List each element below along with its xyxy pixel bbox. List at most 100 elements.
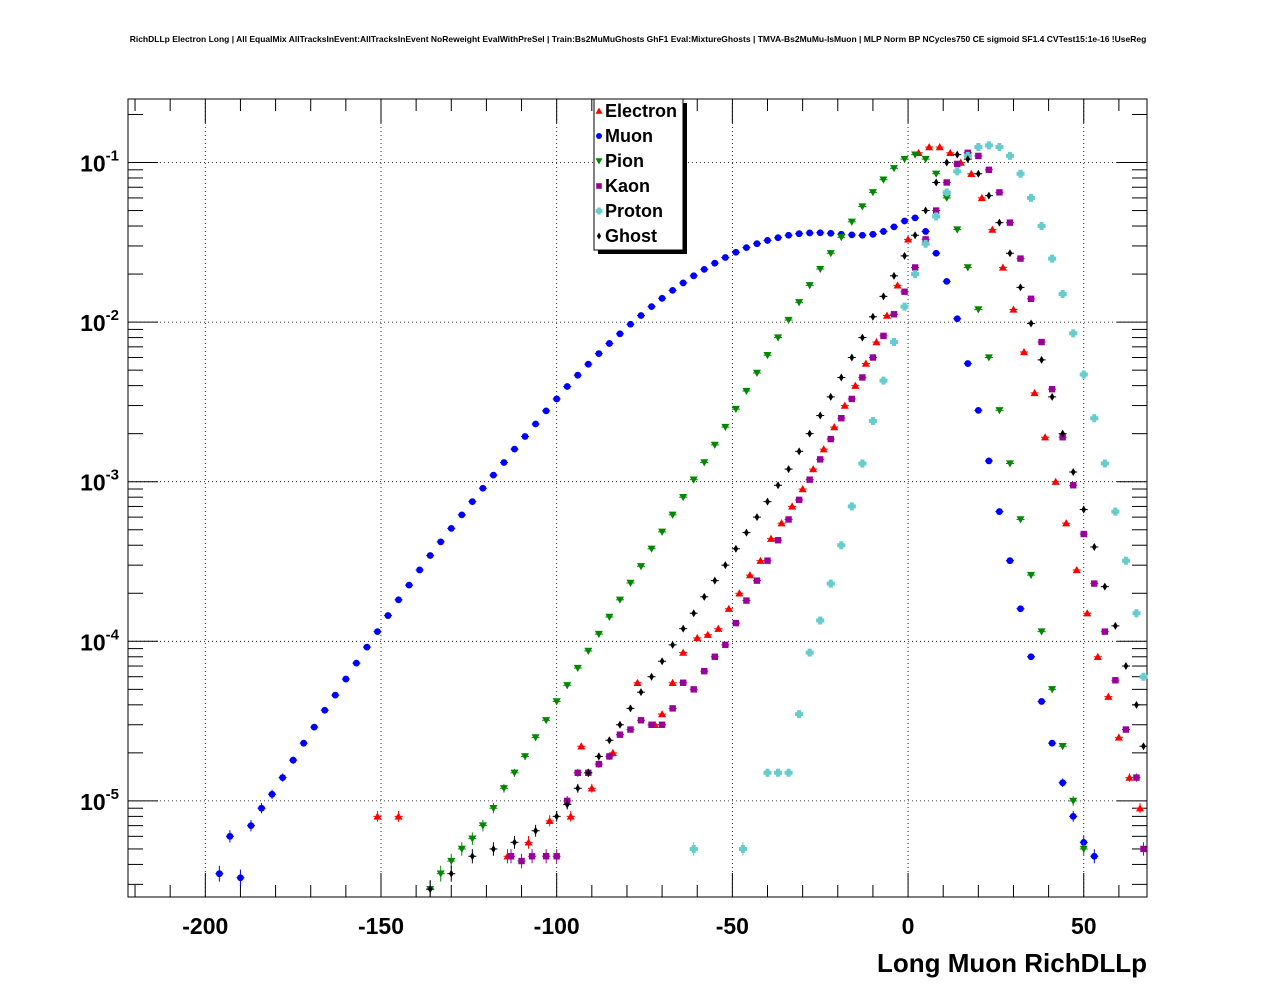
data-point bbox=[796, 447, 802, 456]
data-point bbox=[511, 445, 518, 453]
legend-label: Proton bbox=[605, 201, 663, 221]
data-point bbox=[837, 541, 846, 550]
grid bbox=[128, 99, 1147, 897]
data-point bbox=[890, 223, 898, 231]
data-point bbox=[763, 768, 772, 777]
data-point bbox=[648, 303, 655, 311]
data-point bbox=[974, 306, 983, 314]
data-point bbox=[447, 524, 455, 532]
data-point bbox=[890, 311, 898, 318]
data-point bbox=[521, 753, 530, 761]
data-point bbox=[935, 143, 944, 151]
data-point bbox=[479, 484, 487, 492]
data-point bbox=[963, 264, 972, 272]
data-point bbox=[226, 832, 234, 840]
data-point bbox=[995, 143, 1004, 152]
data-point bbox=[1069, 329, 1078, 338]
data-point bbox=[996, 508, 1003, 515]
data-point bbox=[923, 206, 929, 215]
data-point bbox=[1027, 193, 1036, 202]
data-point bbox=[1027, 653, 1035, 661]
data-point bbox=[774, 234, 782, 242]
data-point bbox=[1122, 726, 1130, 733]
data-point bbox=[1135, 804, 1144, 812]
data-point bbox=[626, 579, 635, 587]
data-point bbox=[721, 423, 730, 432]
data-point bbox=[584, 647, 593, 655]
data-point bbox=[785, 231, 792, 239]
data-point bbox=[605, 340, 613, 347]
data-point bbox=[1007, 249, 1013, 258]
data-point bbox=[491, 844, 496, 853]
x-tick-label: -100 bbox=[534, 913, 580, 939]
legend: Electron Muon Pion Kaon Proton Ghost bbox=[593, 98, 687, 254]
data-point bbox=[1030, 388, 1039, 397]
data-point bbox=[974, 143, 983, 152]
data-point bbox=[616, 731, 624, 738]
data-point bbox=[689, 476, 698, 484]
data-point bbox=[732, 248, 740, 256]
data-point bbox=[953, 315, 961, 323]
data-point bbox=[774, 537, 782, 544]
data-point bbox=[795, 496, 803, 504]
data-point bbox=[521, 433, 529, 440]
data-point bbox=[1059, 779, 1067, 787]
data-point bbox=[649, 672, 654, 681]
x-tick-label: -50 bbox=[716, 913, 749, 939]
data-point bbox=[587, 784, 596, 792]
series-proton bbox=[689, 141, 1148, 856]
data-point bbox=[528, 853, 536, 860]
data-point bbox=[922, 228, 930, 235]
data-point bbox=[827, 435, 834, 443]
data-point bbox=[542, 407, 550, 415]
data-point bbox=[247, 822, 255, 830]
data-point bbox=[680, 624, 686, 633]
data-point bbox=[732, 619, 740, 627]
data-point bbox=[553, 395, 561, 403]
data-point bbox=[574, 371, 582, 379]
legend-label: Muon bbox=[605, 126, 653, 146]
data-point bbox=[545, 816, 554, 825]
data-point bbox=[596, 752, 602, 761]
data-point bbox=[258, 804, 265, 812]
data-point bbox=[566, 812, 575, 820]
legend-marker bbox=[596, 133, 602, 139]
data-point bbox=[784, 768, 793, 777]
data-point bbox=[954, 150, 960, 159]
data-point bbox=[1081, 505, 1087, 514]
data-point bbox=[830, 423, 839, 431]
data-point bbox=[742, 387, 751, 396]
data-point bbox=[942, 188, 951, 197]
data-point bbox=[1069, 797, 1078, 805]
data-point bbox=[405, 581, 413, 589]
data-point bbox=[1091, 580, 1098, 587]
data-point bbox=[1112, 677, 1119, 684]
data-point bbox=[606, 753, 613, 760]
data-point bbox=[745, 571, 754, 579]
data-point bbox=[1048, 385, 1056, 393]
data-point bbox=[701, 667, 708, 675]
data-point bbox=[1018, 283, 1023, 292]
data-point bbox=[584, 360, 592, 368]
data-point bbox=[984, 141, 993, 150]
data-point bbox=[499, 785, 508, 793]
data-point bbox=[627, 320, 634, 328]
data-point bbox=[1121, 556, 1130, 565]
data-point bbox=[826, 250, 835, 258]
data-point bbox=[712, 576, 718, 585]
data-point bbox=[714, 624, 723, 632]
data-point bbox=[932, 212, 941, 221]
data-point bbox=[310, 723, 318, 731]
data-point bbox=[670, 640, 676, 649]
data-point bbox=[1027, 571, 1036, 580]
data-point bbox=[807, 429, 813, 438]
data-point bbox=[904, 235, 913, 243]
data-point bbox=[447, 857, 456, 866]
data-point bbox=[988, 225, 997, 233]
data-point bbox=[518, 857, 525, 865]
data-point bbox=[943, 277, 951, 285]
data-point bbox=[975, 169, 981, 178]
data-point bbox=[881, 292, 886, 301]
data-point bbox=[1104, 692, 1113, 700]
x-tick-label: 0 bbox=[902, 913, 915, 939]
